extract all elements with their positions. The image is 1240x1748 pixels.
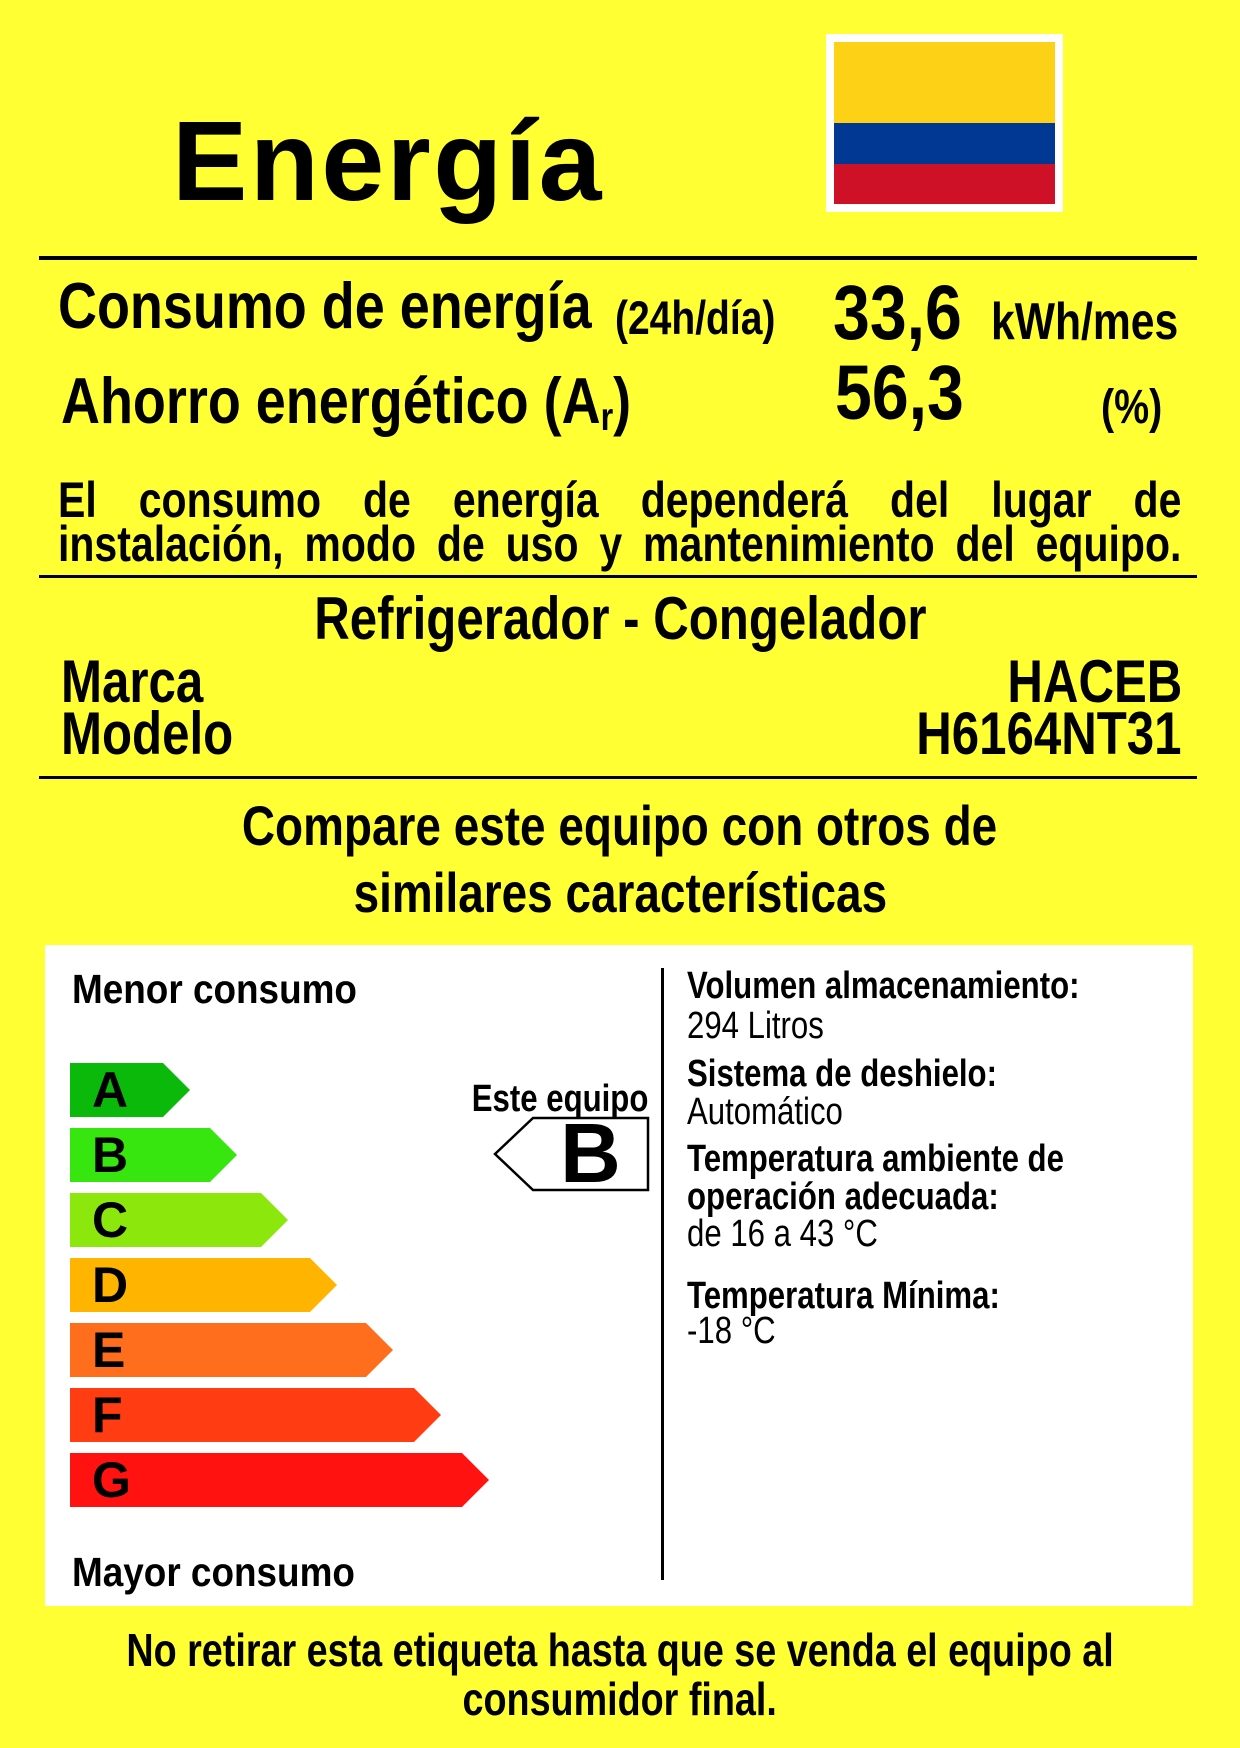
consumption-label: Consumo de energía xyxy=(58,269,592,342)
rating-pointer xyxy=(493,1116,650,1192)
product-type: Refrigerador - Congelador xyxy=(313,585,927,652)
rating-letter: B xyxy=(560,1106,621,1200)
footer-line1: No retirar esta etiqueta hasta que se ve… xyxy=(126,1624,1114,1676)
savings-unit: (%) xyxy=(1101,381,1163,434)
spec-volume-label: Volumen almacenamiento: xyxy=(687,965,1080,1007)
spec-volume-value: 294 Litros xyxy=(687,1005,824,1047)
flag-stripe-yellow xyxy=(834,42,1055,123)
class-c-arrow: C xyxy=(70,1193,288,1247)
divider-compare-top xyxy=(39,776,1197,779)
class-d-arrow: D xyxy=(70,1258,337,1312)
less-consumption-label: Menor consumo xyxy=(72,966,357,1012)
class-f-arrow: F xyxy=(70,1388,441,1442)
compare-heading-line2: similares características xyxy=(353,861,887,924)
note-paragraph: El consumo de energía dependerá del luga… xyxy=(58,472,1182,572)
spec-defrost-label: Sistema de deshielo: xyxy=(687,1053,997,1095)
class-b-arrow: B xyxy=(70,1128,237,1182)
spec-mintemp-label: Temperatura Mínima: xyxy=(687,1275,1000,1317)
spec-mintemp-value: -18 °C xyxy=(687,1310,776,1352)
footer-line2: consumidor final. xyxy=(462,1673,778,1725)
model-label: Modelo xyxy=(61,700,234,767)
spec-divider xyxy=(661,968,664,1580)
savings-value: 56,3 xyxy=(835,350,964,436)
brand-label: Marca xyxy=(61,648,204,715)
consumption-sublabel: (24h/día) xyxy=(615,291,776,344)
page-title: Energía xyxy=(172,98,604,224)
note-line2: instalación, modo de uso y mantenimiento… xyxy=(58,516,1182,572)
spec-ambient-label-line1: Temperatura ambiente de xyxy=(687,1138,1064,1180)
more-consumption-label: Mayor consumo xyxy=(72,1549,355,1595)
model-value: H6164NT31 xyxy=(916,700,1182,767)
compare-heading-line1: Compare este equipo con otros de xyxy=(242,794,998,857)
class-e-arrow: E xyxy=(70,1323,393,1377)
divider-top xyxy=(39,256,1197,260)
spec-ambient-label-line2: operación adecuada: xyxy=(687,1176,999,1218)
class-a-arrow: A xyxy=(70,1063,190,1117)
consumption-value: 33,6 xyxy=(833,270,962,356)
flag-stripe-red xyxy=(834,163,1055,204)
this-equipment-label: Este equipo xyxy=(471,1078,648,1120)
divider-product-top xyxy=(39,575,1197,578)
spec-defrost-value: Automático xyxy=(687,1091,843,1133)
class-g-arrow: G xyxy=(70,1453,489,1507)
colombia-flag xyxy=(826,34,1063,212)
savings-label: Ahorro energético (Ar) xyxy=(61,364,632,440)
spec-ambient-value: de 16 a 43 °C xyxy=(687,1213,878,1255)
brand-value: HACEB xyxy=(1007,648,1182,715)
flag-stripe-blue xyxy=(834,123,1055,164)
consumption-unit: kWh/mes xyxy=(991,293,1179,351)
note-line1: El consumo de energía dependerá del luga… xyxy=(58,472,1182,528)
